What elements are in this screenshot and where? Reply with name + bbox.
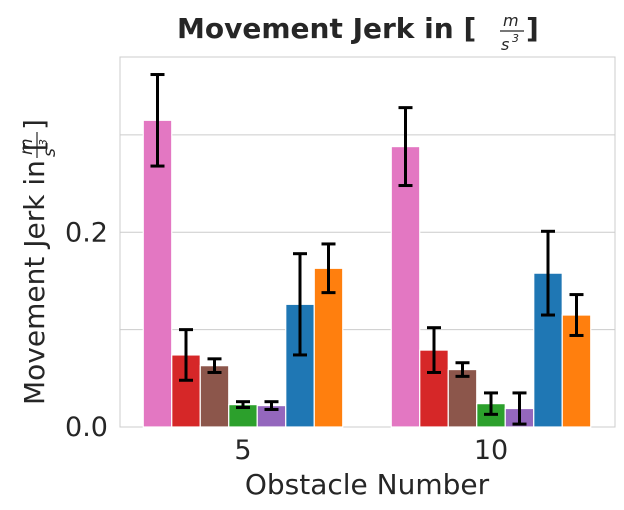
y-axis-label-unit-exponent: 3 (37, 139, 50, 146)
y-tick-label: 0.2 (65, 217, 108, 248)
bar (419, 349, 449, 428)
bar (199, 365, 230, 428)
bar (142, 119, 173, 428)
y-axis-label-suffix: ] (18, 119, 51, 130)
x-axis-label: Obstacle Number (245, 468, 490, 501)
y-axis-label-unit-denominator: s (40, 148, 60, 157)
y-axis-label: Movement Jerk in [ m s 3 ] (17, 119, 60, 405)
chart-title-suffix: ] (526, 12, 539, 45)
chart-title-unit-denominator: s (501, 35, 509, 54)
x-tick-labels: 5 10 (234, 435, 508, 466)
chart-title: Movement Jerk in [ (177, 12, 476, 45)
chart-title-unit-numerator: m (503, 11, 519, 30)
bar (390, 145, 421, 428)
x-tick-label: 10 (474, 435, 508, 466)
x-tick-label: 5 (234, 435, 251, 466)
y-axis-label-text: Movement Jerk in [ (18, 140, 51, 405)
bar (313, 267, 344, 428)
error-bars (150, 73, 584, 426)
y-tick-labels: 0.0 0.2 (65, 217, 108, 443)
grid (120, 134, 615, 331)
bar (447, 368, 478, 428)
chart-title-unit-exponent: 3 (512, 32, 519, 45)
y-axis-label-unit-numerator: m (17, 138, 37, 155)
y-tick-label: 0.0 (65, 412, 108, 443)
plot-area (119, 56, 616, 428)
